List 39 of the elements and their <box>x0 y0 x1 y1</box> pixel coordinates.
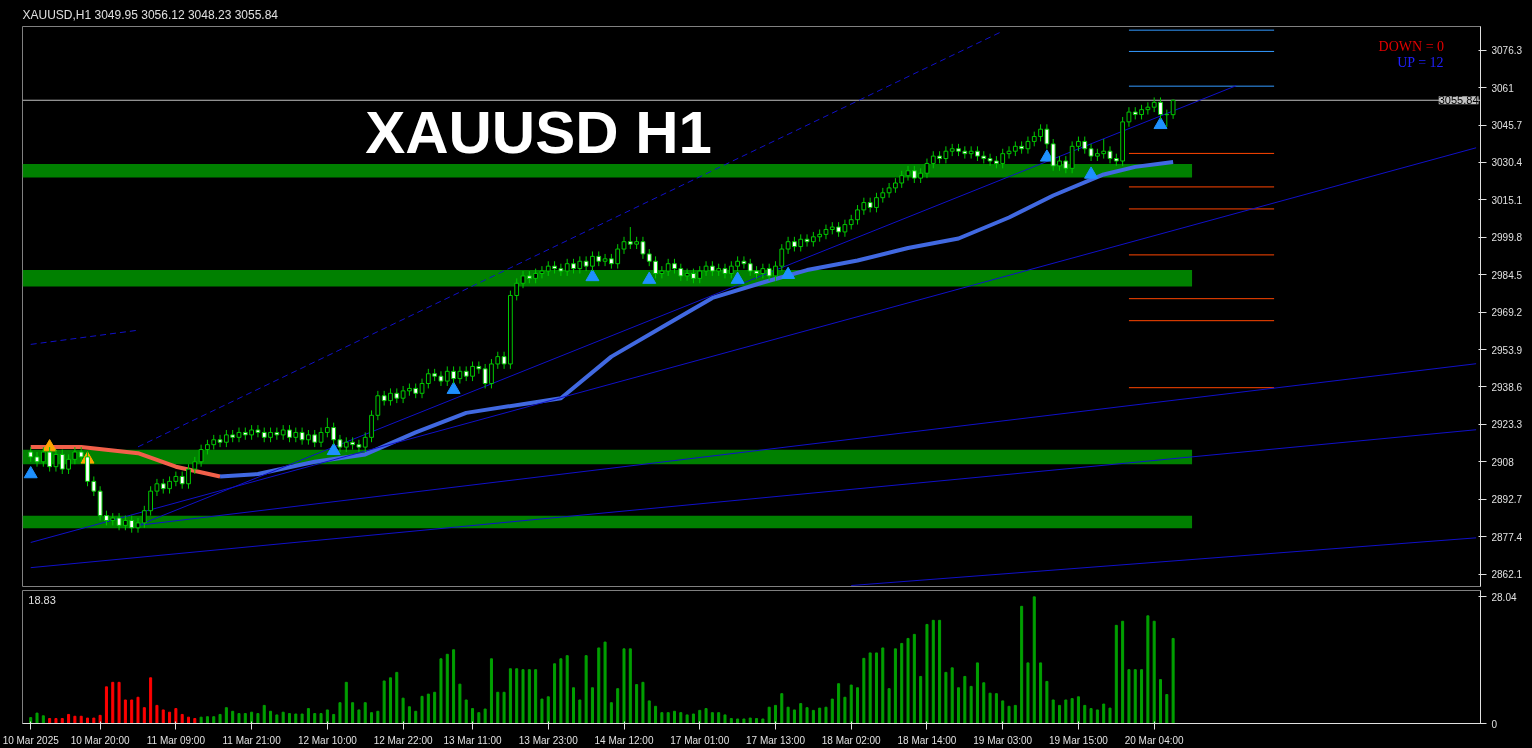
y-tick-label: 2892.7 <box>1491 494 1523 506</box>
x-tick-label: 20 Mar 04:00 <box>1124 734 1185 746</box>
chart-title: XAUUSD,H1 3049.95 3056.12 3048.23 3055.84 <box>22 7 279 22</box>
x-tick-label: 10 Mar 20:00 <box>70 734 131 746</box>
x-tick-label: 12 Mar 22:00 <box>373 734 433 746</box>
annotation: DOWN = 0 <box>1378 38 1445 54</box>
x-tick-label: 17 Mar 13:00 <box>746 734 806 746</box>
y-tick-label: 28.04 <box>1491 591 1517 603</box>
x-tick-label: 14 Mar 12:00 <box>594 734 654 746</box>
y-tick-label: 2969.2 <box>1491 307 1523 319</box>
y-tick-label: 2908 <box>1491 456 1515 468</box>
y-tick-label: 2938.6 <box>1491 381 1523 393</box>
x-tick-label: 17 Mar 01:00 <box>670 734 730 746</box>
x-tick-label: 19 Mar 15:00 <box>1048 734 1109 746</box>
x-tick-label: 12 Mar 10:00 <box>297 734 358 746</box>
y-tick-label: 2999.8 <box>1491 232 1523 244</box>
y-tick-label: 3030.4 <box>1491 157 1523 169</box>
x-tick-label: 11 Mar 09:00 <box>146 734 206 746</box>
y-tick-label: 2862.1 <box>1491 569 1523 581</box>
x-tick-label: 19 Mar 03:00 <box>973 734 1033 746</box>
annotation: 18.83 <box>28 593 56 606</box>
y-tick-label: 2877.4 <box>1491 531 1523 543</box>
ref-line-label: 3055.84 <box>1438 94 1479 107</box>
annotation: XAUUSD H1 <box>365 99 712 167</box>
x-tick-label: 18 Mar 02:00 <box>821 734 882 746</box>
x-tick-label: 10 Mar 2025 <box>2 734 60 746</box>
y-tick-label: 0 <box>1491 718 1498 730</box>
x-tick-label: 13 Mar 11:00 <box>443 734 503 746</box>
y-tick-label: 2984.5 <box>1491 269 1523 281</box>
x-tick-label: 11 Mar 21:00 <box>222 734 282 746</box>
x-tick-label: 13 Mar 23:00 <box>518 734 579 746</box>
annotation: UP = 12 <box>1397 55 1444 71</box>
y-tick-label: 3045.7 <box>1491 120 1523 132</box>
y-tick-label: 3061 <box>1491 82 1515 94</box>
y-tick-label: 2923.3 <box>1491 419 1523 431</box>
x-tick-label: 18 Mar 14:00 <box>897 734 957 746</box>
y-tick-label: 3015.1 <box>1491 194 1523 206</box>
y-tick-label: 2953.9 <box>1491 344 1523 356</box>
y-tick-label: 3076.3 <box>1491 45 1523 57</box>
